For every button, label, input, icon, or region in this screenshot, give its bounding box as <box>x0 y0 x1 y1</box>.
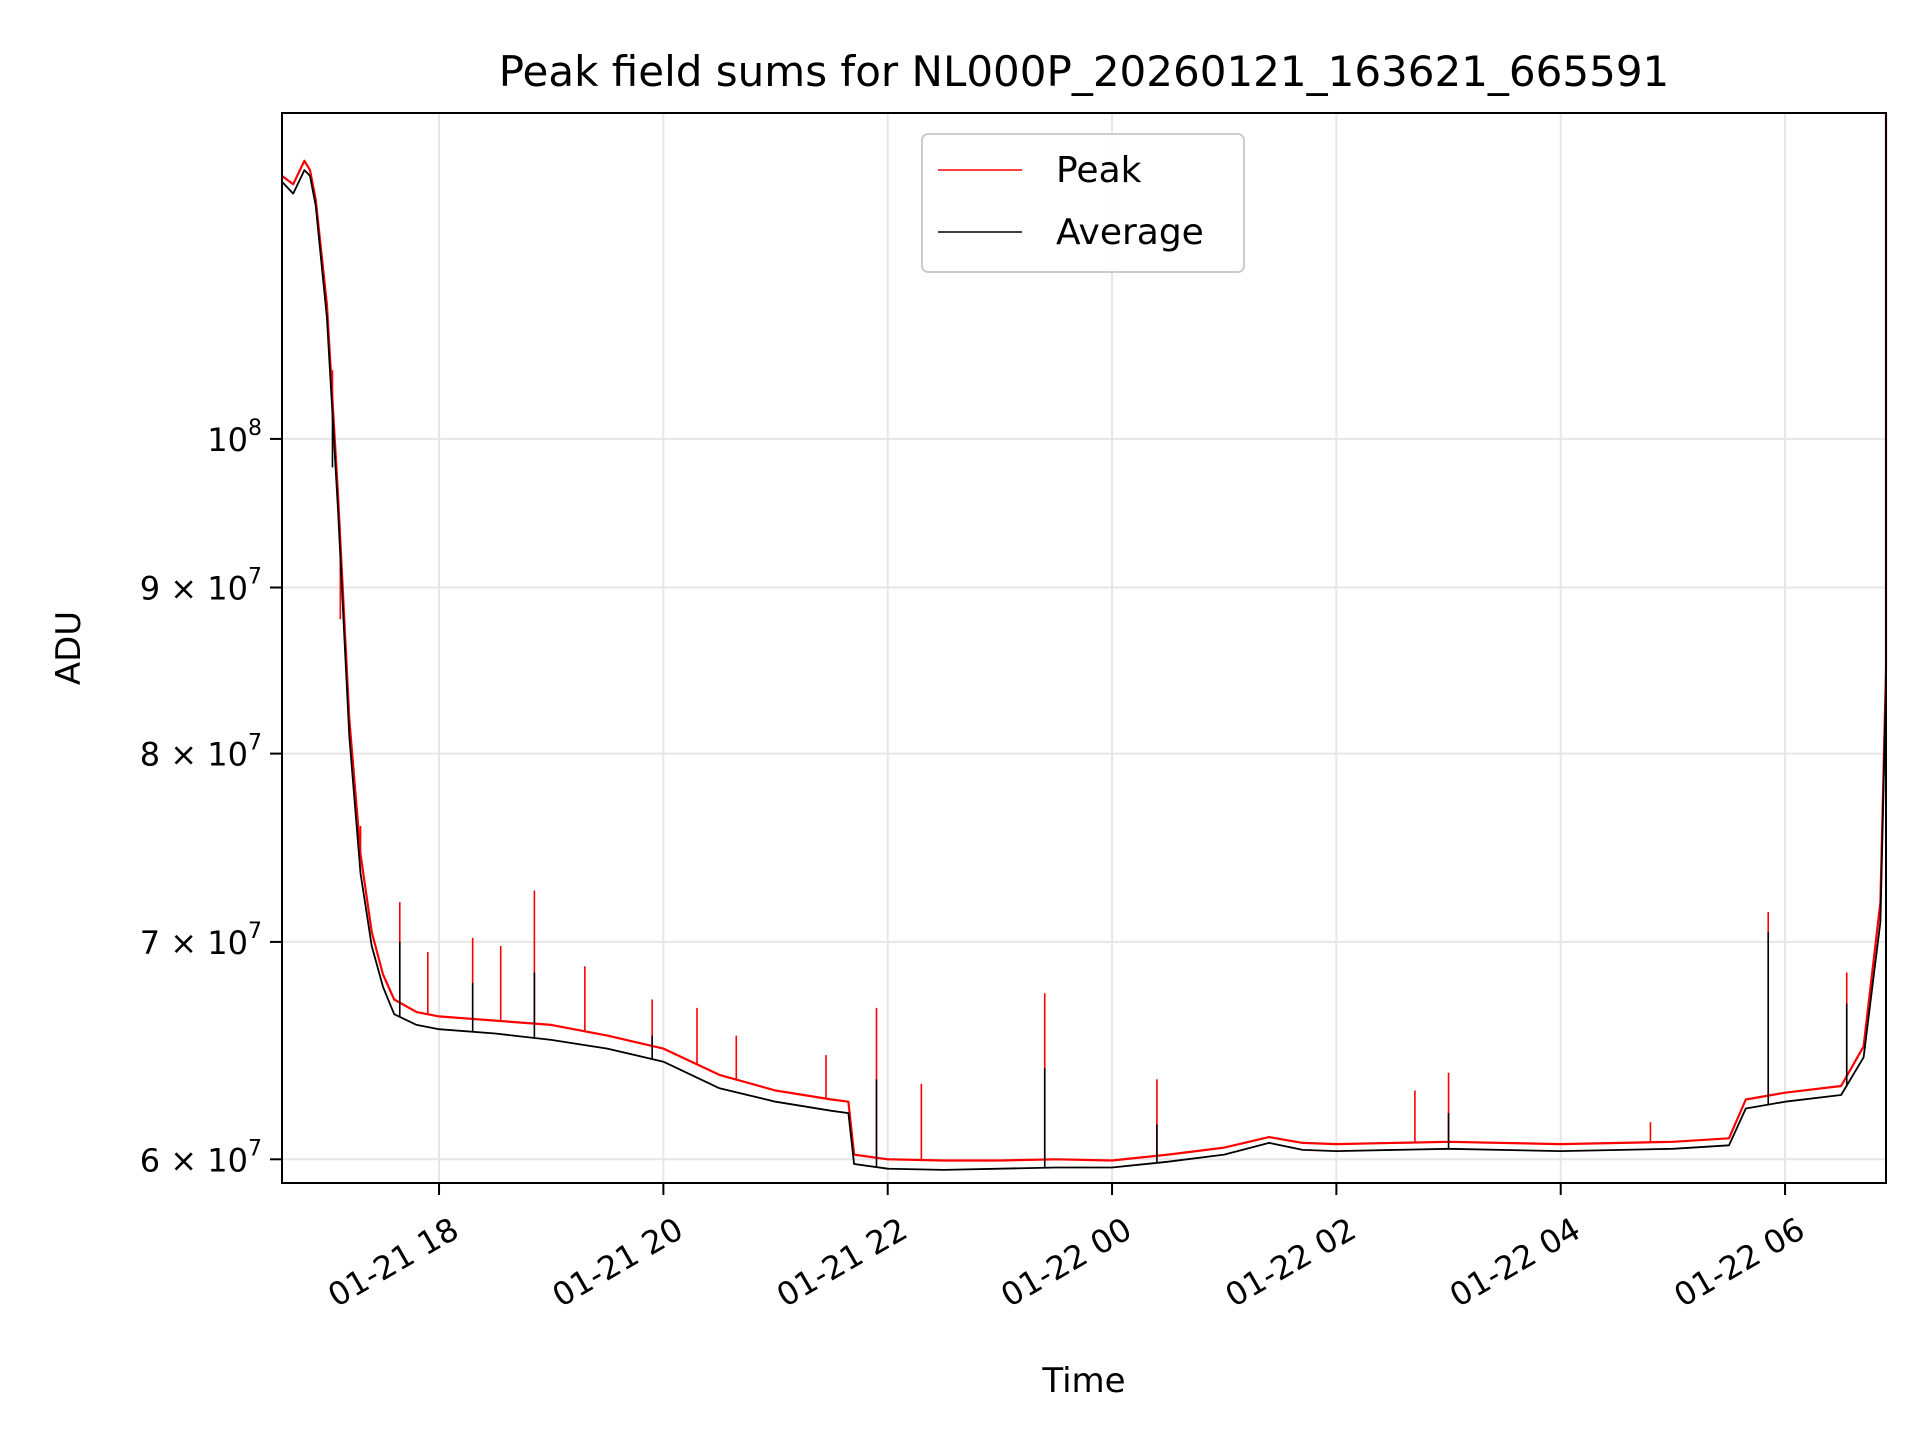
legend-label-peak: Peak <box>1056 150 1142 191</box>
y-tick-label: 6 × 107 <box>140 1136 262 1179</box>
y-tick-mantissa: 8 × 10 <box>140 736 248 774</box>
legend: Peak Average <box>921 133 1245 273</box>
y-tick-mantissa: 6 × 10 <box>140 1141 248 1179</box>
grid <box>282 113 1886 1183</box>
y-tick-exponent: 8 <box>248 416 262 441</box>
y-tick-mantissa: 9 × 10 <box>140 570 248 608</box>
y-tick-label: 7 × 107 <box>140 919 262 962</box>
y-tick-mantissa: 7 × 10 <box>140 924 248 962</box>
y-tick-label: 8 × 107 <box>140 731 262 774</box>
chart-title: Peak field sums for NL000P_20260121_1636… <box>499 47 1670 96</box>
series-line-average <box>281 117 1887 1171</box>
y-axis-label: ADU <box>49 611 89 685</box>
y-tick-mantissa: 10 <box>207 421 248 459</box>
legend-label-average: Average <box>1056 212 1204 253</box>
series-line-peak <box>281 111 1888 1162</box>
x-axis-label: Time <box>1041 1361 1125 1401</box>
y-tick-exponent: 7 <box>248 731 262 756</box>
y-tick-exponent: 7 <box>248 565 262 590</box>
plot-frame <box>281 112 1887 1184</box>
y-tick-exponent: 7 <box>248 1136 262 1161</box>
legend-box <box>921 133 1245 273</box>
y-tick-exponent: 7 <box>248 919 262 944</box>
y-tick-label: 108 <box>207 416 262 459</box>
y-tick-label: 9 × 107 <box>140 565 262 608</box>
